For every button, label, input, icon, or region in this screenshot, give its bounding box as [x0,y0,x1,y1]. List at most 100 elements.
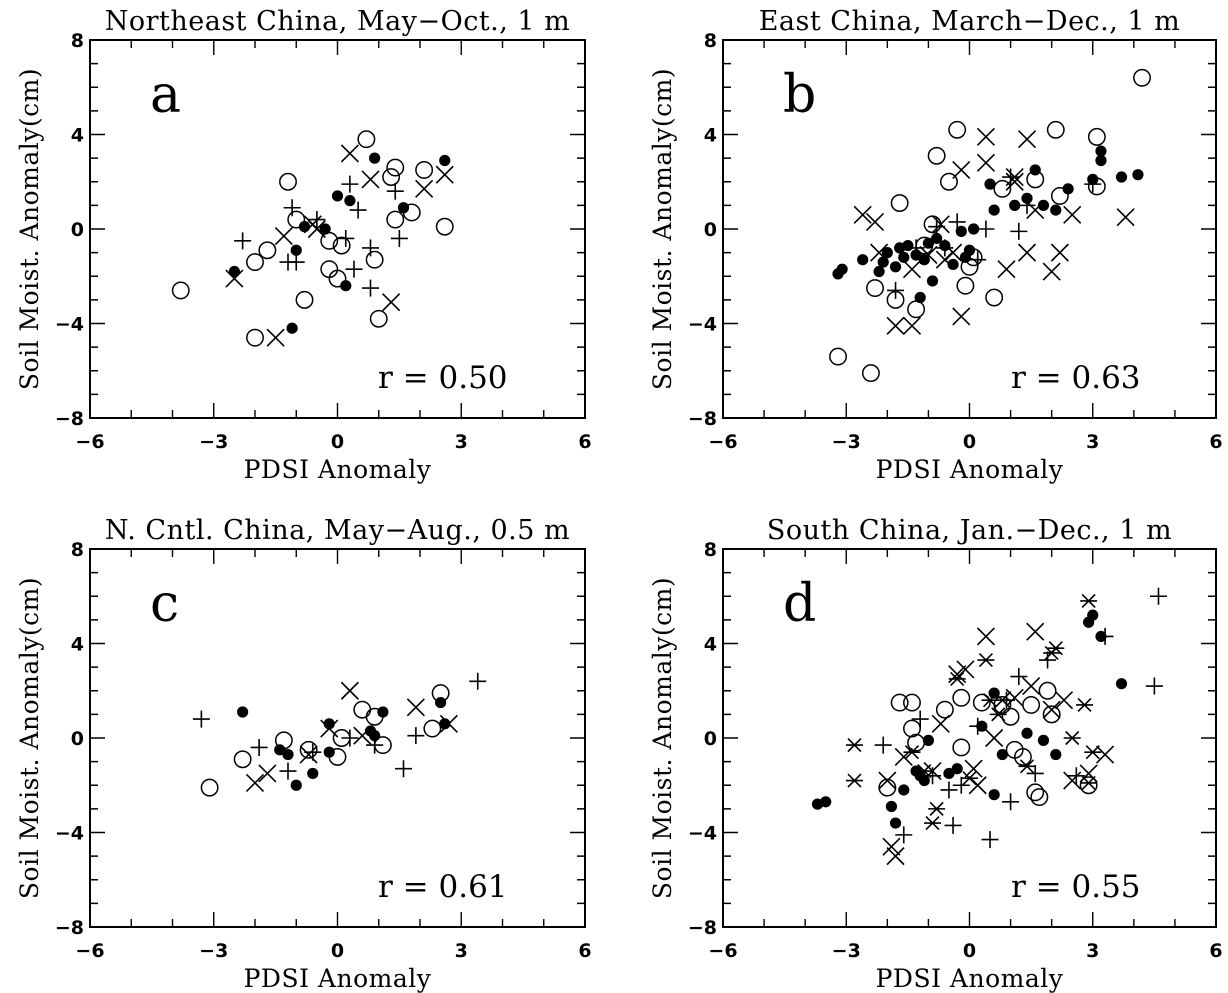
data-point-open-circle [907,300,926,319]
data-point-open-circle [1026,170,1045,189]
data-point-filled-circle [1062,183,1074,195]
x-tick-label: 3 [455,431,468,453]
data-point-x-cross [952,307,971,326]
data-point-filled-circle [1037,199,1050,211]
data-point-open-circle [431,684,450,703]
data-point-open-circle [279,172,297,191]
data-point-plus [1084,175,1102,193]
x-tick-label: 0 [963,431,976,453]
tick-marks [722,548,1217,928]
data-point-filled-circle [1132,169,1144,181]
data-point-filled-circle [988,789,1000,801]
data-point-plus [1145,677,1163,695]
data-point-x-cross [320,719,339,738]
data-point-asterisk [948,671,966,687]
data-point-filled-circle [290,779,302,791]
data-point-plus [395,760,412,778]
x-axis-label: PDSI Anomaly [244,455,432,484]
data-point-x-cross [870,243,889,262]
data-point-asterisk [1018,759,1036,774]
data-point-open-circle [320,260,339,279]
data-point-x-cross [245,773,265,792]
data-point-open-circle [365,250,384,269]
data-point-filled-circle [290,244,302,256]
x-tick-label: 0 [963,940,976,962]
data-point-x-cross [944,243,963,262]
data-point-x-cross [902,316,922,335]
data-point-open-circle [964,248,983,267]
data-point-plus [362,279,379,297]
y-tick-label: −8 [688,408,717,430]
data-point-x-cross [1005,688,1024,707]
x-tick-label: 0 [331,940,344,962]
data-point-x-cross [964,759,983,778]
data-point-open-circle [320,231,339,250]
data-point-x-cross [1042,262,1061,281]
data-point-open-circle [287,210,306,229]
data-point-open-circle [402,203,421,222]
data-point-plus [1026,764,1044,782]
data-point-filled-circle [377,706,389,718]
x-axis-label: PDSI Anomaly [244,964,432,993]
data-point-plus [1039,651,1057,669]
data-point-open-circle [328,747,347,766]
data-point-filled-circle [951,763,963,775]
data-point-x-cross [225,269,244,288]
data-point-plus [283,199,301,217]
data-point-filled-circle [996,748,1008,761]
data-point-x-cross [976,127,995,146]
data-point-open-circle [1030,788,1049,807]
data-point-open-circle [246,253,264,272]
data-point-plus [287,253,305,271]
x-axis-label: PDSI Anomaly [876,964,1064,993]
data-point-x-cross [258,764,277,783]
data-point-filled-circle [1050,748,1062,761]
chart-title: East China, March−Dec., 1 m [759,6,1181,37]
y-tick-label: −4 [55,823,84,845]
x-tick-label: 6 [578,431,591,453]
y-tick-label: 8 [71,30,84,52]
data-point-open-circle [435,217,454,236]
panel-letter: b [783,65,816,125]
data-point-plus [874,736,892,754]
y-tick-label: −4 [688,314,717,336]
correlation-label: r = 0.50 [378,360,508,396]
data-point-filled-circle [820,796,832,808]
x-tick-label: −6 [708,940,737,962]
data-point-x-cross [340,144,359,163]
data-point-asterisk [915,764,933,779]
data-point-filled-circle [898,784,910,796]
data-point-x-cross [1026,622,1045,641]
data-point-filled-circle [435,696,447,709]
data-point-open-circle [386,158,405,177]
data-point-plus [952,776,970,794]
data-point-plus [234,232,252,250]
data-point-plus [250,738,268,756]
data-point-open-circle [258,241,277,260]
data-point-open-circle [972,693,991,712]
axis-ticks [89,548,586,928]
data-point-x-cross [931,215,950,234]
data-point-x-cross [952,160,971,180]
data-point-open-circle [415,160,434,179]
data-point-x-cross [415,179,434,198]
data-point-filled-circle [984,178,996,190]
panel-a: −6 −3 0 3 6 −8 −4 0 4 8 Northeast China, May−Oct.,… [15,6,592,484]
data-point-plus [887,281,905,299]
data-point-plus [279,762,297,780]
data-point-x-cross [886,316,905,335]
y-tick-label: 0 [71,728,84,750]
data-point-x-cross [1050,243,1069,262]
data-point-x-cross [956,660,975,679]
data-point-plus [407,727,425,745]
data-point-plus [345,260,363,278]
data-point-filled-circle [228,265,240,278]
data-point-x-cross [997,260,1016,279]
data-point-filled-circle [323,746,335,758]
data-point-filled-circle [918,774,930,787]
data-point-x-cross [266,328,285,347]
data-point-open-circle [1087,127,1106,146]
data-point-open-circle [878,778,897,797]
data-point-open-circle [200,778,219,797]
data-point-plus [1010,668,1028,686]
